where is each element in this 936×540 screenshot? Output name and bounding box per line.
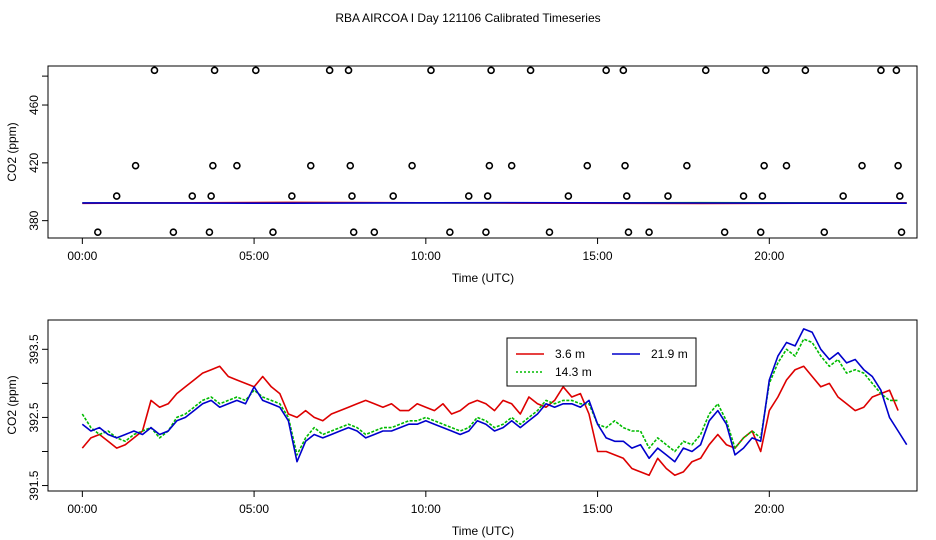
- x-axis-label: Time (UTC): [452, 524, 514, 538]
- x-tick-label: 10:00: [411, 249, 441, 263]
- y-tick-label: 393.5: [27, 334, 41, 364]
- data-point: [619, 66, 628, 75]
- marks-group: 00:00 05:00 10:00 15:00 20:00 391.5 392.5 393.5: [27, 328, 908, 516]
- y-axis-label: CO2 (ppm): [5, 122, 19, 181]
- data-point: [758, 192, 767, 200]
- series-line: [82, 201, 907, 204]
- data-point: [762, 66, 770, 75]
- data-point: [756, 228, 765, 237]
- data-point: [348, 192, 356, 200]
- data-point: [209, 161, 217, 170]
- y-tick-label: 392.5: [27, 402, 41, 432]
- data-point: [739, 192, 748, 200]
- y-tick-label: 420: [27, 153, 41, 173]
- data-point: [349, 228, 358, 237]
- data-point: [801, 66, 810, 75]
- data-point: [482, 228, 490, 237]
- plot-frame: [47, 319, 918, 492]
- data-point: [621, 161, 629, 170]
- data-point: [446, 228, 454, 237]
- x-tick-label: 15:00: [583, 502, 613, 516]
- data-point: [485, 161, 494, 170]
- data-point: [877, 66, 885, 75]
- y-tick-label: 460: [27, 95, 41, 115]
- data-point: [288, 192, 296, 200]
- x-tick-label: 20:00: [754, 249, 784, 263]
- page-title: RBA AIRCOA I Day 121106 Calibrated Times…: [335, 11, 600, 25]
- legend: 3.6 m 14.3 m 21.9 m: [506, 337, 697, 387]
- data-point: [306, 161, 315, 170]
- data-point: [897, 228, 906, 237]
- data-point: [526, 66, 535, 75]
- data-point: [839, 192, 847, 200]
- data-point: [346, 161, 355, 170]
- data-point: [894, 161, 902, 170]
- marks-group: 00:00 05:00 10:00 15:00 20:00 380 420 460: [27, 66, 907, 263]
- data-point: [269, 228, 277, 237]
- y-axis-label: CO2 (ppm): [5, 375, 19, 434]
- data-point: [507, 161, 516, 170]
- legend-label-21-9m: 21.9 m: [651, 347, 688, 361]
- data-point: [683, 161, 691, 170]
- data-point: [150, 66, 159, 75]
- data-point: [602, 66, 610, 75]
- data-point: [112, 192, 121, 200]
- data-point: [622, 192, 631, 200]
- x-tick-label: 00:00: [67, 249, 97, 263]
- data-point: [325, 66, 334, 75]
- plot-frame: [47, 65, 918, 239]
- x-tick-label: 05:00: [239, 502, 269, 516]
- data-point: [389, 192, 397, 200]
- series-line: [81, 328, 908, 463]
- x-axis-label: Time (UTC): [452, 271, 514, 285]
- data-point: [210, 66, 219, 75]
- x-tick-label: 00:00: [67, 502, 97, 516]
- y-tick-label: 391.5: [27, 470, 41, 500]
- data-point: [169, 228, 178, 237]
- data-point: [624, 228, 633, 237]
- data-point: [94, 228, 102, 237]
- bottom-line-panel: Time (UTC) CO2 (ppm) 00:00 05:00 10:00 15:0…: [5, 319, 918, 538]
- x-tick-label: 05:00: [239, 249, 269, 263]
- legend-label-3-6m: 3.6 m: [555, 347, 585, 361]
- data-point: [720, 228, 729, 237]
- top-scatter-panel: Time (UTC) CO2 (ppm) 00:00 05:00 10:00 15:0…: [5, 65, 918, 285]
- x-tick-label: 10:00: [411, 502, 441, 516]
- data-point: [233, 161, 241, 170]
- data-point: [892, 66, 901, 75]
- data-point: [545, 228, 554, 237]
- data-point: [645, 228, 653, 237]
- data-point: [188, 192, 197, 200]
- data-point: [207, 192, 215, 200]
- data-point: [370, 228, 379, 237]
- legend-box: [506, 337, 697, 387]
- data-point: [564, 192, 573, 200]
- legend-label-14-3m: 14.3 m: [555, 365, 592, 379]
- data-point: [205, 228, 214, 237]
- data-point: [252, 66, 260, 75]
- data-point: [427, 66, 435, 75]
- data-point: [782, 161, 791, 170]
- data-point: [858, 161, 866, 170]
- y-tick-label: 380: [27, 210, 41, 230]
- series-line: [81, 365, 899, 477]
- data-point: [583, 161, 592, 170]
- data-point: [344, 66, 353, 75]
- data-point: [760, 161, 768, 170]
- data-point: [464, 192, 473, 200]
- x-tick-label: 15:00: [583, 249, 613, 263]
- data-point: [483, 192, 492, 200]
- data-point: [701, 66, 710, 75]
- data-point: [820, 228, 829, 237]
- data-point: [664, 192, 672, 200]
- data-point: [896, 192, 904, 200]
- x-tick-label: 20:00: [754, 502, 784, 516]
- series-line: [81, 338, 899, 456]
- data-point: [131, 161, 140, 170]
- data-point: [408, 161, 416, 170]
- data-point: [487, 66, 495, 75]
